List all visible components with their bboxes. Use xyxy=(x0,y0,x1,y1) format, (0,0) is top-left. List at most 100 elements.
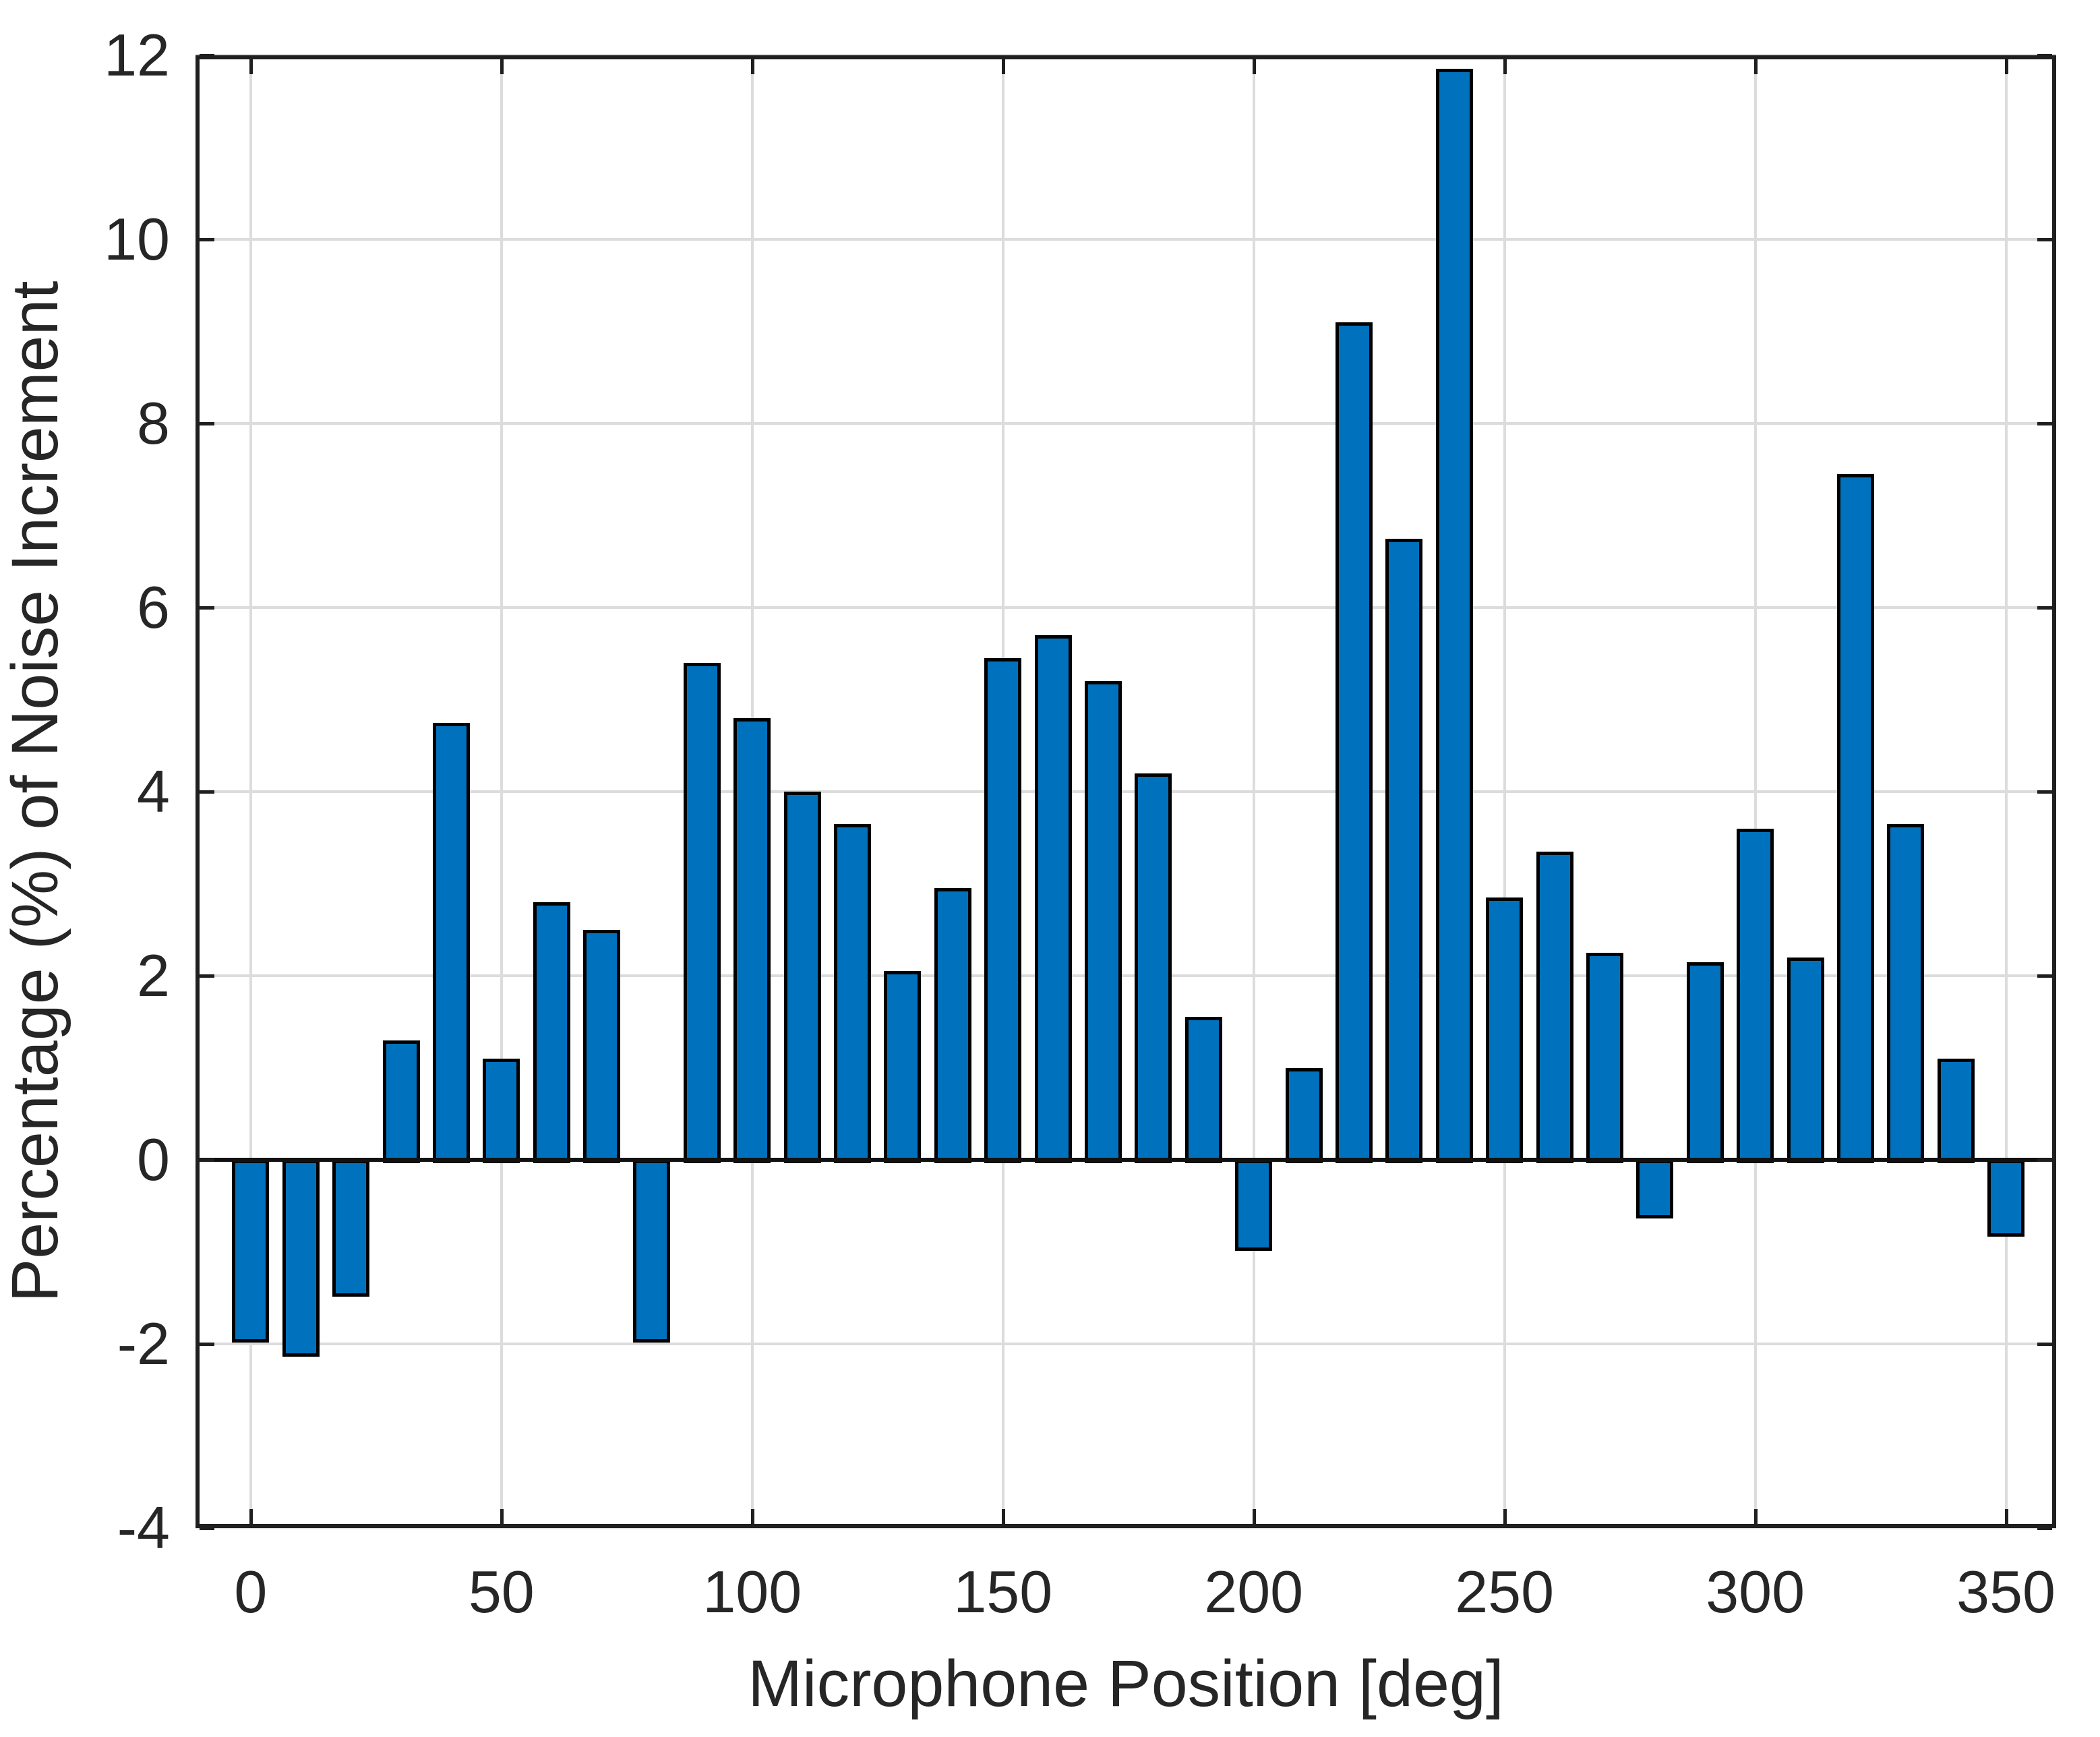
y-tick-mark xyxy=(200,974,214,978)
bar xyxy=(1836,474,1874,1163)
x-tick-mark-top xyxy=(1252,59,1256,74)
x-tick-mark-top xyxy=(750,59,754,74)
bar xyxy=(884,971,922,1163)
bar xyxy=(783,792,821,1163)
bar xyxy=(733,717,771,1163)
axis-spine-top xyxy=(196,55,2056,59)
x-tick-mark-top xyxy=(2004,59,2008,74)
y-tick-mark-right xyxy=(2037,606,2052,610)
x-tick-label: 250 xyxy=(1455,1558,1555,1625)
y-tick-mark xyxy=(200,238,214,241)
bar xyxy=(1586,952,1623,1163)
bar xyxy=(984,658,1022,1163)
x-tick-mark xyxy=(1503,1509,1507,1524)
bar xyxy=(1085,681,1122,1163)
x-axis-label: Microphone Position [deg] xyxy=(748,1647,1504,1720)
y-tick-label: 2 xyxy=(137,942,170,1009)
bar xyxy=(382,1040,420,1163)
gridline-horizontal xyxy=(196,422,2056,425)
y-tick-mark-right xyxy=(2037,790,2052,794)
bar xyxy=(633,1160,671,1343)
bar xyxy=(583,929,621,1163)
x-tick-mark xyxy=(500,1509,504,1524)
bar xyxy=(1184,1017,1222,1163)
axis-spine-right xyxy=(2052,55,2056,1528)
gridline-horizontal xyxy=(196,238,2056,241)
bar xyxy=(1135,773,1172,1163)
x-tick-mark-top xyxy=(1753,59,1758,74)
bar xyxy=(1737,828,1774,1163)
y-tick-mark xyxy=(200,1527,214,1530)
y-tick-mark-right xyxy=(2037,1527,2052,1530)
bar xyxy=(1987,1160,2025,1237)
x-tick-label: 300 xyxy=(1706,1558,1805,1625)
y-tick-label: 4 xyxy=(137,758,170,825)
y-tick-mark-right xyxy=(2037,974,2052,978)
bar xyxy=(533,902,570,1163)
y-tick-label: 10 xyxy=(104,206,170,272)
bar xyxy=(834,823,872,1163)
y-tick-label: 6 xyxy=(137,574,170,641)
x-tick-mark xyxy=(1001,1509,1005,1524)
y-tick-mark-right xyxy=(2037,54,2052,57)
axis-spine-left xyxy=(196,55,200,1528)
bar xyxy=(232,1160,270,1343)
bar xyxy=(934,888,971,1163)
bar xyxy=(1887,823,1925,1163)
x-tick-mark xyxy=(2004,1509,2008,1524)
x-tick-label: 100 xyxy=(702,1558,802,1625)
gridline-horizontal xyxy=(196,790,2056,793)
y-tick-mark xyxy=(200,1158,214,1162)
y-tick-mark-right xyxy=(2037,422,2052,425)
y-tick-mark xyxy=(200,54,214,57)
y-tick-label: -2 xyxy=(117,1310,170,1377)
bar xyxy=(332,1160,370,1297)
bar xyxy=(432,722,470,1163)
bar xyxy=(1285,1067,1323,1163)
y-tick-label: 0 xyxy=(137,1126,170,1193)
x-tick-label: 200 xyxy=(1204,1558,1304,1625)
gridline-horizontal xyxy=(196,1343,2056,1345)
x-tick-mark xyxy=(750,1509,754,1524)
y-tick-mark-right xyxy=(2037,1158,2052,1162)
x-tick-mark xyxy=(1753,1509,1758,1524)
x-tick-mark-top xyxy=(500,59,504,74)
bar xyxy=(282,1160,320,1357)
x-tick-mark xyxy=(1252,1509,1256,1524)
bar xyxy=(1536,851,1573,1163)
x-tick-mark xyxy=(249,1509,253,1524)
bar xyxy=(483,1058,520,1163)
bar xyxy=(1235,1160,1273,1251)
y-tick-mark-right xyxy=(2037,238,2052,241)
y-tick-label: -4 xyxy=(117,1494,170,1561)
x-tick-mark-top xyxy=(249,59,253,74)
bar xyxy=(1636,1160,1674,1218)
y-tick-label: 8 xyxy=(137,390,170,457)
x-tick-label: 50 xyxy=(468,1558,535,1625)
x-tick-label: 150 xyxy=(953,1558,1053,1625)
bar xyxy=(1335,322,1373,1163)
x-tick-mark-top xyxy=(1503,59,1507,74)
bar xyxy=(1937,1058,1975,1163)
y-tick-label: 12 xyxy=(104,22,170,88)
y-tick-mark xyxy=(200,422,214,425)
y-tick-mark-right xyxy=(2037,1343,2052,1346)
x-tick-mark-top xyxy=(1001,59,1005,74)
y-tick-mark xyxy=(200,1343,214,1346)
bar xyxy=(1435,69,1473,1163)
zero-baseline xyxy=(196,1158,2056,1162)
bar xyxy=(683,662,721,1163)
bar xyxy=(1385,538,1423,1163)
y-tick-mark xyxy=(200,790,214,794)
x-tick-label: 350 xyxy=(1956,1558,2056,1625)
bar xyxy=(1486,897,1524,1163)
plot-area xyxy=(196,54,2056,1530)
gridline-horizontal xyxy=(196,606,2056,609)
x-tick-label: 0 xyxy=(234,1558,268,1625)
axis-spine-bottom xyxy=(196,1524,2056,1528)
bar xyxy=(1686,962,1724,1163)
bar xyxy=(1034,635,1072,1163)
gridline-horizontal xyxy=(196,1527,2056,1529)
gridline-horizontal xyxy=(196,974,2056,977)
